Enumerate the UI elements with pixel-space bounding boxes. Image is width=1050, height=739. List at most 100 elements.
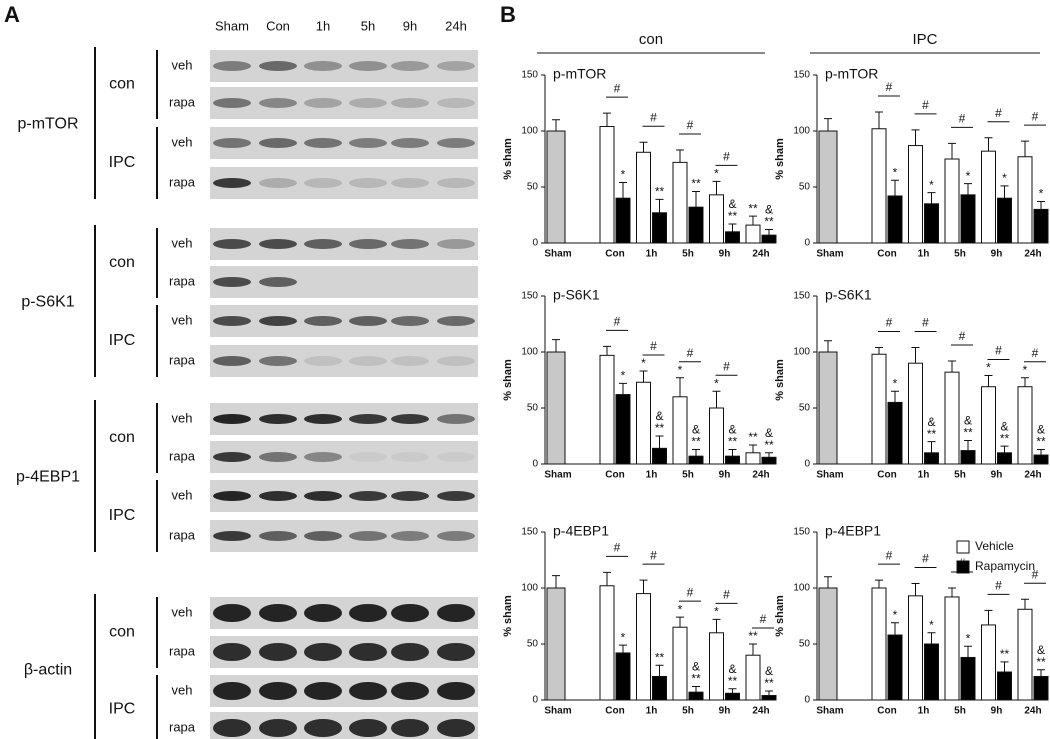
error-bar <box>619 644 627 653</box>
blot-band <box>304 316 342 326</box>
blot-band <box>259 356 297 366</box>
blot-band <box>259 643 297 661</box>
error-bar <box>927 441 936 453</box>
blot-band <box>349 531 387 541</box>
blot-band <box>437 682 475 700</box>
bar <box>672 161 688 244</box>
significance: & <box>728 662 736 676</box>
error-bar <box>875 111 883 129</box>
blot-band <box>437 316 475 326</box>
row-label: veh <box>172 134 193 149</box>
bracket-label: # <box>922 316 929 330</box>
error-bar <box>619 182 627 199</box>
group-label: IPC <box>109 154 136 171</box>
row-label: rapa <box>169 643 196 658</box>
lane-label: 24h <box>445 18 467 33</box>
error-bar <box>875 347 883 355</box>
bar <box>981 624 996 701</box>
group-label: con <box>109 429 135 446</box>
x-tick-label: 1h <box>918 706 930 717</box>
error-bar <box>749 215 757 226</box>
significance: * <box>1002 171 1007 185</box>
blot-band <box>391 414 429 424</box>
blot-band <box>213 452 251 462</box>
bracket-label: # <box>687 118 694 132</box>
protein-label: p-4EBP1 <box>16 469 80 486</box>
blot-band <box>304 643 342 661</box>
error-bar <box>676 616 684 628</box>
x-tick-label: 1h <box>918 249 930 260</box>
x-tick-label: 9h <box>719 706 731 717</box>
blot-strip <box>210 597 478 629</box>
blot-band <box>304 414 342 424</box>
significance: & <box>1037 643 1045 657</box>
blot-band <box>349 719 387 737</box>
bar <box>546 351 566 465</box>
blot-band <box>304 604 342 622</box>
blot-band <box>259 98 297 108</box>
group-label: IPC <box>109 701 136 718</box>
blot-band <box>259 531 297 541</box>
blot-band <box>391 604 429 622</box>
error-bar <box>948 587 956 597</box>
blot-band <box>349 61 387 71</box>
chart-title: p-4EBP1 <box>553 523 609 539</box>
legend-swatch <box>956 540 970 554</box>
y-tick-label: 150 <box>521 291 538 302</box>
column-title: con <box>639 31 663 48</box>
lane-label: 9h <box>403 18 417 33</box>
blot-band <box>213 643 251 661</box>
blot-band <box>304 682 342 700</box>
blot-band <box>349 491 387 501</box>
x-tick-label: 24h <box>1024 706 1041 717</box>
blot-band <box>437 178 475 188</box>
blot-band <box>391 356 429 366</box>
significance: * <box>893 376 898 390</box>
y-axis-label: % sham <box>774 359 786 401</box>
blot-band <box>391 719 429 737</box>
blot-band <box>391 61 429 71</box>
x-tick-label: 1h <box>646 470 658 481</box>
row-label: rapa <box>169 94 196 109</box>
x-tick-label: 9h <box>719 470 731 481</box>
x-tick-label: 5h <box>682 249 694 260</box>
error-bar <box>824 118 832 131</box>
bar <box>615 197 631 244</box>
bar <box>871 587 887 701</box>
significance: ** <box>691 672 701 686</box>
x-tick-label: Sham <box>816 706 843 717</box>
error-bar <box>1000 661 1009 672</box>
bar <box>672 396 688 465</box>
bar <box>960 194 976 244</box>
bar <box>761 456 777 465</box>
significance: & <box>765 203 773 217</box>
blot-strip <box>210 675 478 707</box>
bar <box>944 371 960 465</box>
bar <box>1017 386 1033 465</box>
blot-strip <box>210 266 478 298</box>
blot-band <box>304 356 342 366</box>
blot-band <box>349 682 387 700</box>
bar <box>745 224 761 244</box>
significance: & <box>728 423 736 437</box>
legend-label: Rapamycin <box>975 559 1035 573</box>
row-label: rapa <box>169 174 196 189</box>
bracket-label: # <box>886 548 893 562</box>
bar <box>981 386 996 465</box>
blot-band <box>259 719 297 737</box>
x-tick-label: 5h <box>954 249 966 260</box>
y-tick-label: 100 <box>521 126 538 137</box>
blot-strip <box>210 712 478 739</box>
blot-band <box>437 98 475 108</box>
significance: * <box>678 602 683 616</box>
blot-band <box>391 316 429 326</box>
x-tick-label: Sham <box>816 470 843 481</box>
error-bar <box>1000 445 1009 453</box>
significance: * <box>641 356 646 370</box>
blot-band <box>304 531 342 541</box>
bracket-label: # <box>1032 567 1039 581</box>
significance: ** <box>764 215 774 229</box>
y-tick-label: 50 <box>799 182 811 193</box>
row-label: rapa <box>169 527 196 542</box>
error-bar <box>749 643 757 656</box>
